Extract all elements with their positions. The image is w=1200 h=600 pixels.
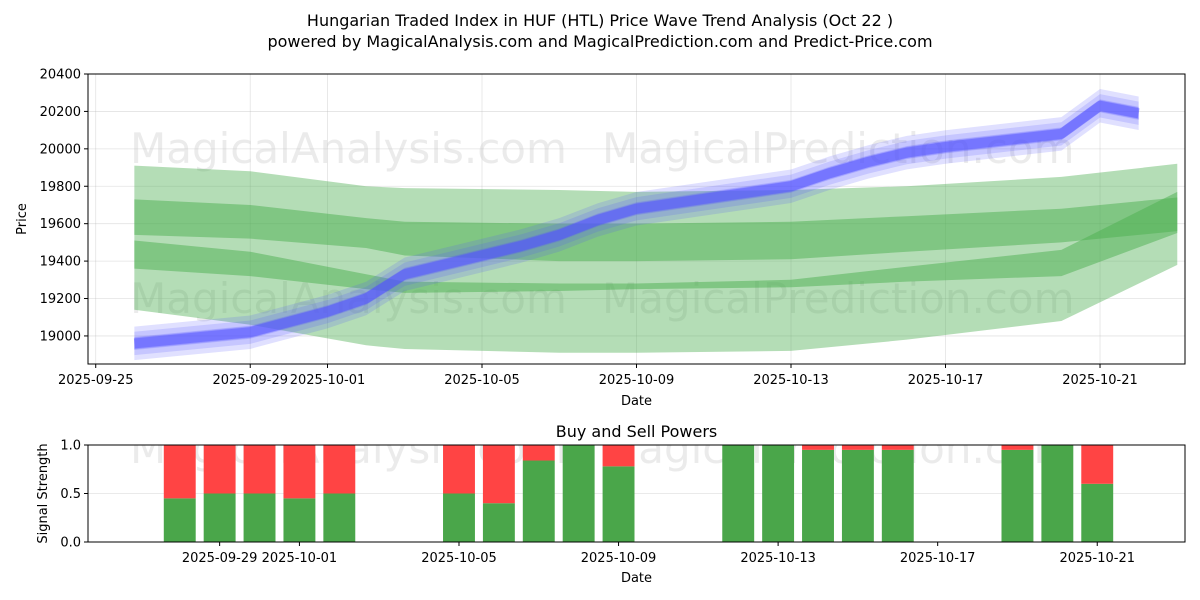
buy-bar <box>762 445 795 542</box>
wave-band <box>134 197 1178 262</box>
sell-bar <box>443 445 475 494</box>
x-tick-label: 2025-10-21 <box>1062 373 1138 388</box>
sell-bar <box>602 445 635 467</box>
sell-bar <box>163 445 196 499</box>
watermark: MagicalAnalysis.com <box>130 124 567 173</box>
buy-bar <box>562 445 595 542</box>
subchart-title: Buy and Sell Powers <box>556 422 718 441</box>
x-tick-label: 2025-09-29 <box>182 551 258 566</box>
x-tick-label: 2025-10-21 <box>1059 551 1135 566</box>
price-wave-chart: MagicalAnalysis.com MagicalPrediction.com… <box>15 68 1186 409</box>
sell-bar <box>802 445 834 450</box>
price-wave-ribbon <box>134 94 1139 350</box>
buy-bar <box>482 503 515 542</box>
price-wave-ribbon <box>134 99 1139 356</box>
watermark: MagicalPrediction.com <box>602 424 1075 473</box>
x-tick-label: 2025-10-09 <box>581 551 657 566</box>
buy-bar <box>602 466 635 542</box>
x-tick-label: 2025-10-05 <box>421 551 497 566</box>
x-tick-label: 2025-10-17 <box>900 551 976 566</box>
x-tick-label: 2025-09-29 <box>212 373 288 388</box>
watermark: MagicalPrediction.com <box>602 124 1075 173</box>
x-tick-label: 2025-09-25 <box>58 373 134 388</box>
buy-bar <box>243 493 276 542</box>
buy-bar <box>203 493 236 542</box>
x-axis-label: Date <box>621 571 652 586</box>
sell-bar <box>323 445 356 494</box>
x-axis-label: Date <box>621 394 652 409</box>
buy-bar <box>722 445 755 542</box>
y-tick-label: 0.5 <box>60 487 81 502</box>
buy-bar <box>1081 483 1114 542</box>
y-axis-label: Signal Strength <box>36 443 51 543</box>
price-wave-ribbon <box>134 100 1139 361</box>
wave-band <box>134 191 1178 293</box>
y-tick-label: 0.0 <box>60 536 81 551</box>
sell-bar <box>283 445 316 499</box>
buy-bar <box>1001 449 1034 542</box>
y-tick-label: 19600 <box>40 217 81 232</box>
price-wave-ribbon <box>134 99 1139 350</box>
x-tick-label: 2025-10-05 <box>444 373 520 388</box>
chart-title-line2: powered by MagicalAnalysis.com and Magic… <box>267 32 932 51</box>
y-tick-label: 19000 <box>40 329 81 344</box>
buy-bar <box>443 493 475 542</box>
sell-bar <box>1081 445 1114 484</box>
x-tick-label: 2025-10-01 <box>290 373 366 388</box>
buy-bar <box>283 498 316 542</box>
buy-bar <box>802 449 834 542</box>
buy-bar <box>323 493 356 542</box>
x-tick-label: 2025-10-13 <box>740 551 816 566</box>
x-tick-label: 2025-10-13 <box>753 373 829 388</box>
sell-bar <box>841 445 874 450</box>
chart-title-line1: Hungarian Traded Index in HUF (HTL) Pric… <box>307 11 893 30</box>
y-tick-label: 19400 <box>40 255 81 270</box>
y-tick-label: 19800 <box>40 180 81 195</box>
sell-bar <box>522 445 555 461</box>
y-tick-label: 20000 <box>40 142 81 157</box>
price-wave-line <box>133 100 1140 349</box>
y-tick-label: 1.0 <box>60 439 81 454</box>
buy-bar <box>1041 445 1074 542</box>
sell-bar <box>243 445 276 494</box>
sell-bar <box>881 445 914 450</box>
x-tick-label: 2025-10-01 <box>262 551 338 566</box>
buy-sell-power-chart: MagicalAnalysis.comMagicalPrediction.com… <box>36 422 1186 586</box>
y-tick-label: 19200 <box>40 292 81 307</box>
x-tick-label: 2025-10-09 <box>599 373 675 388</box>
buy-bar <box>841 449 874 542</box>
x-tick-label: 2025-10-17 <box>908 373 984 388</box>
sell-bar <box>203 445 236 494</box>
y-axis-label: Price <box>15 203 30 235</box>
sell-bar <box>482 445 515 504</box>
buy-bar <box>163 498 196 542</box>
buy-bar <box>522 460 555 542</box>
buy-bar <box>881 449 914 542</box>
price-wave-ribbon <box>134 89 1139 349</box>
sell-bar <box>1001 445 1034 450</box>
y-tick-label: 20400 <box>40 68 81 83</box>
y-tick-label: 20200 <box>40 105 81 120</box>
